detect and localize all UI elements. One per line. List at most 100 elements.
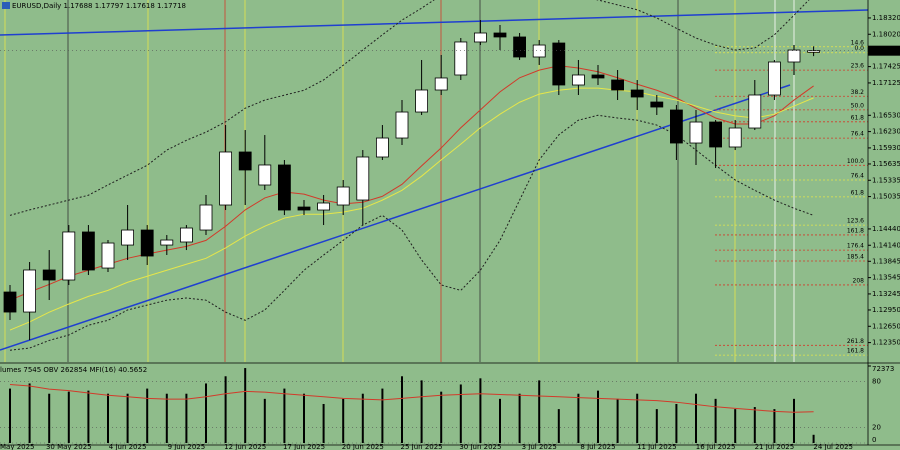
panel-title: lumes 7545 OBV 262854 MFI(16) 40.5652: [0, 366, 147, 374]
volume-bar: [87, 390, 90, 443]
level-label: 123.6: [847, 218, 864, 225]
level-label: 208: [853, 277, 865, 284]
chart-title: EURUSD,Daily 1.17688 1.17797 1.17618 1.1…: [12, 2, 186, 10]
volume-bar: [734, 409, 737, 443]
x-tick-label: 9 Jun 2025: [168, 443, 206, 450]
y-tick-label: 1.13545: [872, 274, 900, 282]
volume-bar: [48, 393, 51, 443]
x-tick-label: 4 Jun 2025: [109, 443, 147, 450]
volume-bar: [675, 403, 678, 443]
candle-body: [415, 89, 429, 113]
y-tick-label: 1.13845: [872, 257, 900, 265]
level-label: 100.0: [847, 158, 864, 165]
volume-bar: [205, 383, 207, 443]
candle-body: [199, 204, 213, 231]
volume-bar: [753, 407, 756, 443]
y-tick-label: 1.18320: [872, 14, 900, 22]
y-tick-label: 1.13245: [872, 290, 900, 298]
x-tick-label: May 2025: [0, 443, 35, 450]
y-tick-label: 1.14440: [872, 225, 900, 233]
volume-bar: [636, 393, 639, 443]
candle-body: [611, 79, 624, 91]
volume-bar: [381, 388, 384, 443]
level-label: 261.8: [847, 338, 864, 345]
volume-bar: [67, 391, 70, 443]
candle-body: [787, 49, 801, 63]
candle-body: [160, 239, 174, 246]
y-tick-label: 1.17125: [872, 79, 900, 87]
candle-body: [630, 89, 644, 98]
candle-body: [807, 50, 820, 53]
volume-bar: [401, 376, 403, 443]
candle-body: [258, 164, 272, 186]
y2-tick-label: 80: [872, 377, 881, 385]
level-label: 38.2: [851, 89, 865, 96]
y-tick-label: 1.16230: [872, 128, 900, 136]
volume-bar: [263, 398, 266, 443]
indicator-line: [9, 114, 814, 351]
candle-body: [277, 164, 291, 211]
candle-body: [552, 42, 566, 86]
volume-bar: [518, 393, 521, 443]
level-label: 61.8: [851, 189, 865, 196]
main-plot: 14.60.0 23.6 38.2 50.0 61.8 76.4 100.0 76.4 61.8…: [0, 0, 868, 356]
level-label: 14.6: [851, 39, 865, 46]
volume-bar: [459, 384, 462, 443]
level-label: 161.8: [847, 348, 864, 355]
candle-body: [709, 121, 722, 148]
level-label: 76.4: [851, 131, 865, 138]
candle-body: [532, 44, 546, 58]
x-tick-label: 21 Jul 2025: [755, 443, 795, 450]
volume-bar: [322, 403, 325, 443]
x-tick-label: 30 May 2025: [46, 443, 92, 450]
candle-body: [238, 151, 252, 171]
x-tick-label: 30 Jun 2025: [459, 443, 501, 450]
y-tick-label: 1.14140: [872, 241, 900, 249]
x-tick-label: 8 Jul 2025: [580, 443, 615, 450]
volume-bar: [714, 398, 717, 443]
volume-bar: [283, 388, 286, 443]
x-tick-label: 20 Jun 2025: [342, 443, 384, 450]
level-label: 50.0: [851, 102, 865, 109]
candle-body: [82, 231, 95, 271]
x-tick-label: 12 Jun 2025: [224, 443, 266, 450]
volume-bar: [577, 393, 580, 443]
level-label: 76.4: [851, 173, 865, 180]
candle-body: [140, 229, 154, 257]
candle-body: [219, 151, 233, 206]
volume-bar: [812, 434, 815, 443]
candle-body: [454, 41, 468, 76]
volume-bar: [538, 380, 541, 443]
candle-body: [356, 156, 370, 201]
volume-bar: [28, 383, 31, 443]
level-label: 176.4: [847, 243, 864, 250]
indicator-panel: [0, 368, 868, 444]
candle-body: [513, 36, 526, 58]
y2-tick-label: 0: [872, 436, 876, 444]
volume-bar: [695, 393, 697, 443]
level-label: 23.6: [851, 63, 865, 70]
candle-body: [23, 269, 37, 313]
candle-body: [650, 101, 664, 108]
volume-bar: [126, 393, 129, 443]
volume-bar: [793, 398, 795, 443]
candle-body: [375, 137, 389, 158]
volume-bar: [557, 409, 560, 443]
y-tick-label: 1.15930: [872, 144, 900, 152]
indicator-line: [9, 0, 810, 216]
candle-body: [728, 127, 742, 148]
y-tick-label: 72373: [872, 365, 894, 373]
candle-body: [62, 231, 76, 281]
volume-bar: [107, 393, 109, 443]
volume-bar: [185, 393, 188, 443]
y-tick-label: 1.12350: [872, 339, 900, 347]
level-label: 61.8: [851, 114, 865, 121]
indicator-line: [9, 87, 814, 331]
trend-line: [0, 9, 868, 36]
volume-bar: [342, 398, 345, 443]
trend-line: [0, 84, 791, 351]
y-tick-label: 1.12650: [872, 322, 900, 330]
candle-body: [395, 111, 409, 139]
candle-body: [473, 32, 487, 43]
